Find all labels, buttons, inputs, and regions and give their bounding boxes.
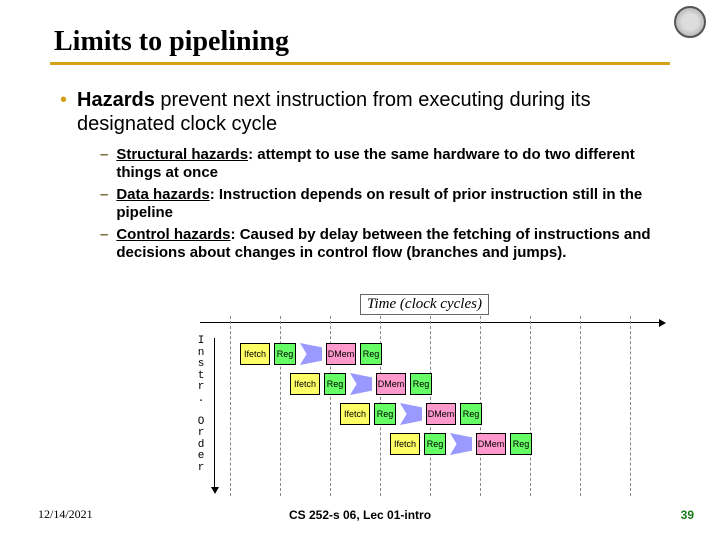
stage-ifetch: Ifetch [290, 373, 320, 395]
stage-ifetch: Ifetch [340, 403, 370, 425]
stage-mem: DMem [476, 433, 506, 455]
stage-reg: Reg [424, 433, 446, 455]
stage-alu [350, 373, 372, 395]
footer-page: 39 [681, 508, 694, 522]
stage-mem: DMem [326, 343, 356, 365]
main-bullet-rest: prevent next instruction from executing … [77, 89, 591, 135]
stage-reg: Reg [324, 373, 346, 395]
page-title: Limits to pipelining [54, 26, 289, 58]
sub-bullet: –Data hazards: Instruction depends on re… [100, 186, 670, 222]
stage-alu [450, 433, 472, 455]
stage-reg: Reg [360, 343, 382, 365]
sub-bullet: –Structural hazards: attempt to use the … [100, 146, 670, 182]
cycle-divider [580, 316, 581, 496]
cycle-divider [630, 316, 631, 496]
sub-bullet-text: Data hazards: Instruction depends on res… [116, 186, 670, 222]
stage-mem: DMem [376, 373, 406, 395]
bullet-icon: • [60, 88, 67, 112]
pipeline-row: IfetchRegDMemReg [240, 340, 386, 368]
pipeline-diagram: Time (clock cycles) I n s t r . O r d e … [200, 300, 680, 500]
instr-order-label: I n s t r . O r d e r [194, 336, 208, 475]
stage-reg: Reg [510, 433, 532, 455]
stage-alu [300, 343, 322, 365]
stage-alu [400, 403, 422, 425]
seal-icon [674, 6, 706, 38]
time-axis-label: Time (clock cycles) [360, 294, 489, 315]
dash-icon: – [100, 186, 108, 204]
instr-order-arrow [214, 338, 215, 488]
footer-center: CS 252-s 06, Lec 01-intro [0, 508, 720, 522]
pipeline-row: IfetchRegDMemReg [290, 370, 436, 398]
title-underline [50, 62, 670, 65]
pipeline-row: IfetchRegDMemReg [390, 430, 536, 458]
content-area: • Hazards prevent next instruction from … [60, 88, 670, 266]
cycle-divider [530, 316, 531, 496]
stage-mem: DMem [426, 403, 456, 425]
main-bullet: • Hazards prevent next instruction from … [60, 88, 670, 136]
sub-bullet: –Control hazards: Caused by delay betwee… [100, 226, 670, 262]
stage-ifetch: Ifetch [390, 433, 420, 455]
stage-reg: Reg [274, 343, 296, 365]
main-bullet-bold: Hazards [77, 89, 155, 111]
stage-ifetch: Ifetch [240, 343, 270, 365]
sub-bullet-text: Structural hazards: attempt to use the s… [116, 146, 670, 182]
dash-icon: – [100, 226, 108, 244]
dash-icon: – [100, 146, 108, 164]
cycle-divider [230, 316, 231, 496]
main-bullet-text: Hazards prevent next instruction from ex… [77, 88, 670, 136]
stage-reg: Reg [460, 403, 482, 425]
sub-bullet-text: Control hazards: Caused by delay between… [116, 226, 670, 262]
stage-reg: Reg [374, 403, 396, 425]
pipeline-row: IfetchRegDMemReg [340, 400, 486, 428]
stage-reg: Reg [410, 373, 432, 395]
